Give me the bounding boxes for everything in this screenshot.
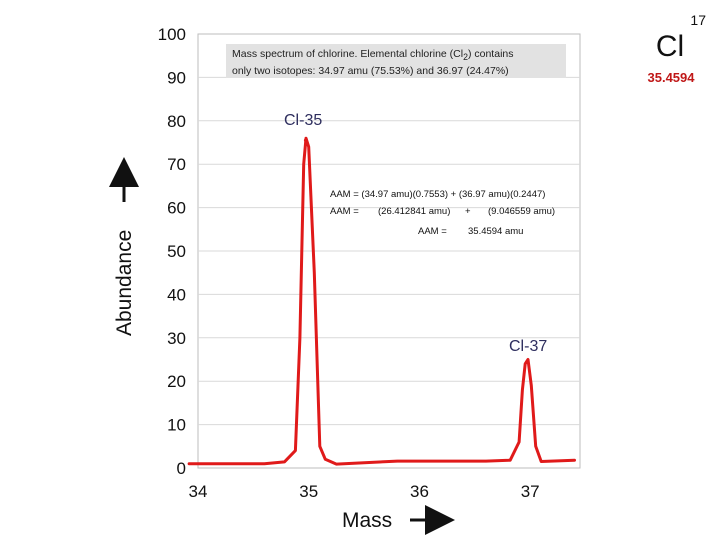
atomic-number: 17 [690, 12, 706, 28]
peak-point [303, 138, 307, 142]
calc-line-2c: + [465, 206, 471, 217]
y-tick-label: 10 [167, 416, 186, 435]
x-tick-label: 34 [189, 482, 208, 501]
x-axis-ticks: 34 35 36 37 [189, 482, 540, 501]
y-tick-label: 20 [167, 372, 186, 391]
calc-line-2d: (9.046559 amu) [488, 206, 555, 217]
y-tick-label: 90 [167, 68, 186, 87]
x-tick-label: 35 [299, 482, 318, 501]
x-tick-label: 36 [410, 482, 429, 501]
caption-box: Mass spectrum of chlorine. Elemental chl… [226, 44, 566, 78]
y-tick-label: 40 [167, 285, 186, 304]
atomic-mass: 35.4594 [647, 70, 695, 85]
peak-label-cl37: Cl-37 [509, 338, 547, 355]
caption-line-2: only two isotopes: 34.97 amu (75.53%) an… [232, 65, 509, 78]
y-tick-label: 60 [167, 199, 186, 218]
y-tick-label: 50 [167, 242, 186, 261]
element-symbol: Cl [655, 30, 685, 63]
caption-line-1-end: ) contains [467, 48, 514, 60]
y-axis-ticks: 0 10 20 30 40 50 60 70 80 90 100 [158, 25, 186, 478]
peak-point [525, 360, 529, 364]
y-axis-title: Abundance [113, 230, 136, 336]
calc-line-2a: AAM = [330, 206, 359, 217]
y-tick-label: 80 [167, 112, 186, 131]
caption-line-1: Mass spectrum of chlorine. Elemental chl… [232, 48, 464, 60]
spectrum-line [187, 136, 576, 466]
series-layer [187, 136, 576, 466]
calc-line-1: AAM = (34.97 amu)(0.7553) + (36.97 amu)(… [330, 189, 545, 200]
y-tick-label: 0 [177, 459, 186, 478]
peak-label-cl35: Cl-35 [284, 112, 322, 129]
y-tick-label: 70 [167, 155, 186, 174]
x-tick-label: 37 [521, 482, 540, 501]
calc-line-3a: AAM = [418, 226, 447, 237]
calc-line-2b: (26.412841 amu) [378, 206, 450, 217]
y-tick-label: 30 [167, 329, 186, 348]
x-axis-title: Mass [342, 509, 392, 532]
y-tick-label: 100 [158, 25, 186, 44]
calc-line-3b: 35.4594 amu [468, 226, 523, 237]
caption-subscript: 2 [463, 52, 468, 63]
